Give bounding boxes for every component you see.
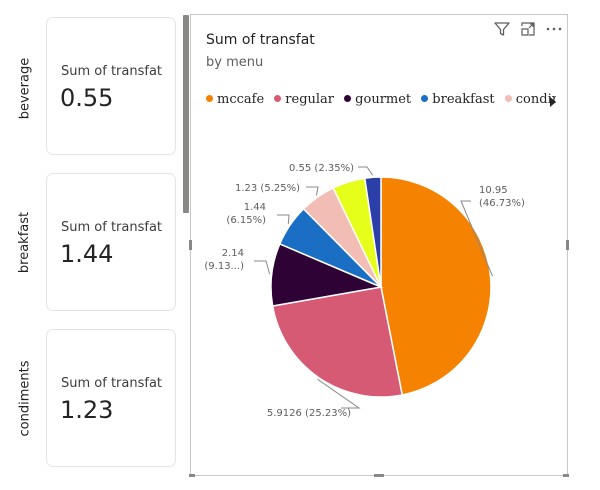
visual-header-icons xyxy=(493,21,563,37)
legend-dot xyxy=(206,95,213,102)
pie-slice-regular[interactable] xyxy=(271,286,404,398)
vertical-scrollbar[interactable] xyxy=(183,15,189,213)
leader-line xyxy=(317,378,361,409)
data-label: 10.95 xyxy=(479,185,508,196)
legend-dot xyxy=(421,95,429,102)
chart-title: Sum of transfat xyxy=(206,32,315,48)
row-label-text: breakfast xyxy=(17,211,33,273)
leader-line xyxy=(460,200,493,277)
row-label-beverage: beverage xyxy=(10,18,40,158)
legend-dot xyxy=(504,95,512,102)
card-beverage[interactable]: Sum of transfat 0.55 xyxy=(46,17,176,155)
legend-label: regular xyxy=(285,92,335,107)
resize-handle-bottom-right[interactable] xyxy=(563,474,569,477)
data-label-percent: (6.15%) xyxy=(226,215,266,226)
resize-handle-bottom[interactable] xyxy=(374,474,384,477)
legend-item-condiments[interactable]: condim... xyxy=(504,92,556,107)
chart-legend: mccafe regular gourmet breakfast condim.… xyxy=(206,92,556,107)
resize-handle-bottom-left[interactable] xyxy=(189,474,195,477)
card-label: Sum of transfat xyxy=(61,64,163,79)
legend-item-breakfast[interactable]: breakfast xyxy=(421,92,495,107)
legend-label: gourmet xyxy=(355,92,412,107)
card-value: 1.44 xyxy=(60,240,114,268)
card-breakfast[interactable]: Sum of transfat 1.44 xyxy=(46,173,176,311)
pie-slice-beverage[interactable] xyxy=(363,176,382,288)
pie-chart-visual[interactable]: Sum of transfat by menu mccafe regular g… xyxy=(189,14,569,477)
card-label: Sum of transfat xyxy=(61,376,163,391)
data-label: 2.14 xyxy=(222,248,244,259)
row-label-condiments: condiments xyxy=(10,328,40,468)
card-label: Sum of transfat xyxy=(61,220,163,235)
focus-mode-icon[interactable] xyxy=(520,21,536,37)
more-options-icon[interactable] xyxy=(545,21,563,37)
row-label-text: condiments xyxy=(17,360,33,436)
data-label: 5.9126 (25.23%) xyxy=(267,408,351,419)
row-label-text: beverage xyxy=(17,57,33,119)
leader-line xyxy=(277,214,290,225)
pie-slice-mccafe[interactable] xyxy=(380,176,492,396)
caret-right-icon[interactable] xyxy=(549,93,557,112)
filter-icon[interactable] xyxy=(493,21,511,37)
legend-label: condim... xyxy=(515,92,556,107)
legend-item-gourmet[interactable]: gourmet xyxy=(344,92,411,107)
resize-handle-left[interactable] xyxy=(189,240,192,250)
card-condiments[interactable]: Sum of transfat 1.23 xyxy=(46,329,176,467)
data-label: 0.55 (2.35%) xyxy=(289,163,354,174)
legend-item-mccafe[interactable]: mccafe xyxy=(206,92,264,107)
leader-line xyxy=(306,186,319,196)
data-label: 1.23 (5.25%) xyxy=(235,183,300,194)
legend-dot xyxy=(344,95,352,102)
pie-chart: 10.95 (46.73%) 5.9126 (25.23%) 2.14 (9.13...… xyxy=(204,163,525,419)
legend-label: mccafe xyxy=(217,92,265,107)
chart-subtitle: by menu xyxy=(206,55,264,70)
row-label-breakfast: breakfast xyxy=(10,172,40,312)
card-value: 1.23 xyxy=(60,396,114,424)
resize-handle-right[interactable] xyxy=(566,240,569,250)
legend-label: breakfast xyxy=(432,92,495,107)
data-label: 1.44 xyxy=(244,202,266,213)
legend-dot xyxy=(274,95,282,102)
leader-line xyxy=(358,166,374,176)
data-label-percent: (46.73%) xyxy=(479,198,525,209)
leader-line xyxy=(254,260,271,275)
card-value: 0.55 xyxy=(60,84,114,112)
data-label-percent: (9.13...) xyxy=(204,261,244,272)
legend-item-regular[interactable]: regular xyxy=(274,92,334,107)
